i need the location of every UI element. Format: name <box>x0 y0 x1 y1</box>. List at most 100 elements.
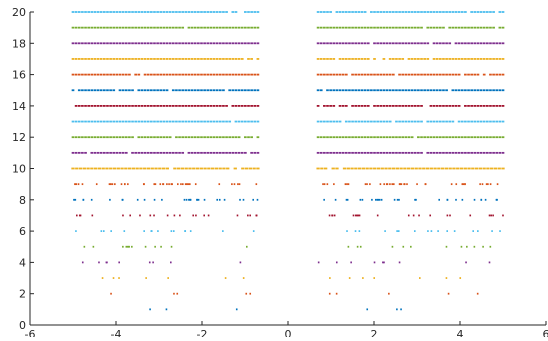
data-point <box>433 42 436 44</box>
data-point <box>103 136 106 138</box>
data-point <box>348 136 351 138</box>
data-point <box>151 230 153 232</box>
data-point <box>81 121 84 123</box>
data-point <box>323 121 326 123</box>
data-point <box>448 27 451 29</box>
data-point <box>489 215 491 217</box>
data-point <box>495 121 498 123</box>
data-point <box>345 11 348 13</box>
data-point <box>461 42 464 44</box>
data-point <box>231 42 234 44</box>
data-point <box>206 42 209 44</box>
data-point <box>184 58 187 60</box>
data-point <box>348 246 350 248</box>
data-point <box>442 27 445 29</box>
data-point <box>414 74 417 76</box>
data-point <box>216 74 219 76</box>
data-point <box>499 58 502 60</box>
series-row-5 <box>84 246 492 248</box>
data-point <box>210 89 213 91</box>
data-point <box>154 246 156 248</box>
data-point <box>479 183 481 185</box>
data-point <box>84 121 87 123</box>
data-point <box>81 42 84 44</box>
data-point <box>147 58 150 60</box>
data-point <box>131 11 134 13</box>
data-point <box>87 58 90 60</box>
data-point <box>75 121 78 123</box>
data-point <box>408 58 411 60</box>
data-point <box>235 27 238 29</box>
data-point <box>326 105 329 107</box>
data-point <box>143 183 145 185</box>
data-point <box>373 42 376 44</box>
data-point <box>225 105 228 107</box>
data-point <box>408 215 410 217</box>
data-point <box>225 42 228 44</box>
data-point <box>235 74 238 76</box>
data-point <box>167 215 169 217</box>
data-point <box>383 74 386 76</box>
data-point <box>253 74 256 76</box>
data-point <box>370 11 373 13</box>
data-point <box>401 121 404 123</box>
data-point <box>486 136 489 138</box>
data-point <box>206 121 209 123</box>
data-point <box>376 74 379 76</box>
data-point <box>75 42 78 44</box>
data-point <box>200 121 203 123</box>
data-point <box>87 11 90 13</box>
data-point <box>336 262 338 264</box>
data-point <box>464 89 467 91</box>
data-point <box>348 152 351 154</box>
data-point <box>253 27 256 29</box>
data-point <box>188 199 190 201</box>
data-point <box>203 121 206 123</box>
data-point <box>491 230 493 232</box>
data-point <box>323 58 326 60</box>
data-point <box>210 58 213 60</box>
data-point <box>250 27 253 29</box>
data-point <box>486 121 489 123</box>
data-point <box>439 152 442 154</box>
data-point <box>448 105 451 107</box>
data-point <box>336 27 339 29</box>
data-point <box>116 27 119 29</box>
data-point <box>489 11 492 13</box>
data-point <box>125 105 128 107</box>
data-point <box>122 42 125 44</box>
data-point <box>323 74 326 76</box>
data-point <box>194 42 197 44</box>
data-point <box>495 74 498 76</box>
data-point <box>482 168 485 170</box>
series-row-6 <box>75 230 501 232</box>
data-point <box>79 168 82 170</box>
data-point <box>188 168 191 170</box>
data-point <box>113 277 115 279</box>
data-point <box>467 136 470 138</box>
data-point <box>480 58 483 60</box>
data-point <box>112 89 115 91</box>
data-point <box>225 74 228 76</box>
data-point <box>101 230 103 232</box>
data-point <box>354 168 357 170</box>
data-point <box>373 58 376 60</box>
data-point <box>405 74 408 76</box>
data-point <box>458 11 461 13</box>
data-point <box>467 121 470 123</box>
data-point <box>473 121 476 123</box>
data-point <box>442 105 445 107</box>
data-point <box>411 105 414 107</box>
data-point <box>141 152 144 154</box>
data-point <box>257 42 260 44</box>
data-point <box>147 152 150 154</box>
data-point <box>490 215 492 217</box>
data-point <box>398 121 401 123</box>
data-point <box>153 27 156 29</box>
data-point <box>353 215 355 217</box>
data-point <box>188 58 191 60</box>
data-point <box>81 105 84 107</box>
data-point <box>429 215 431 217</box>
data-point <box>75 27 78 29</box>
data-point <box>156 11 159 13</box>
